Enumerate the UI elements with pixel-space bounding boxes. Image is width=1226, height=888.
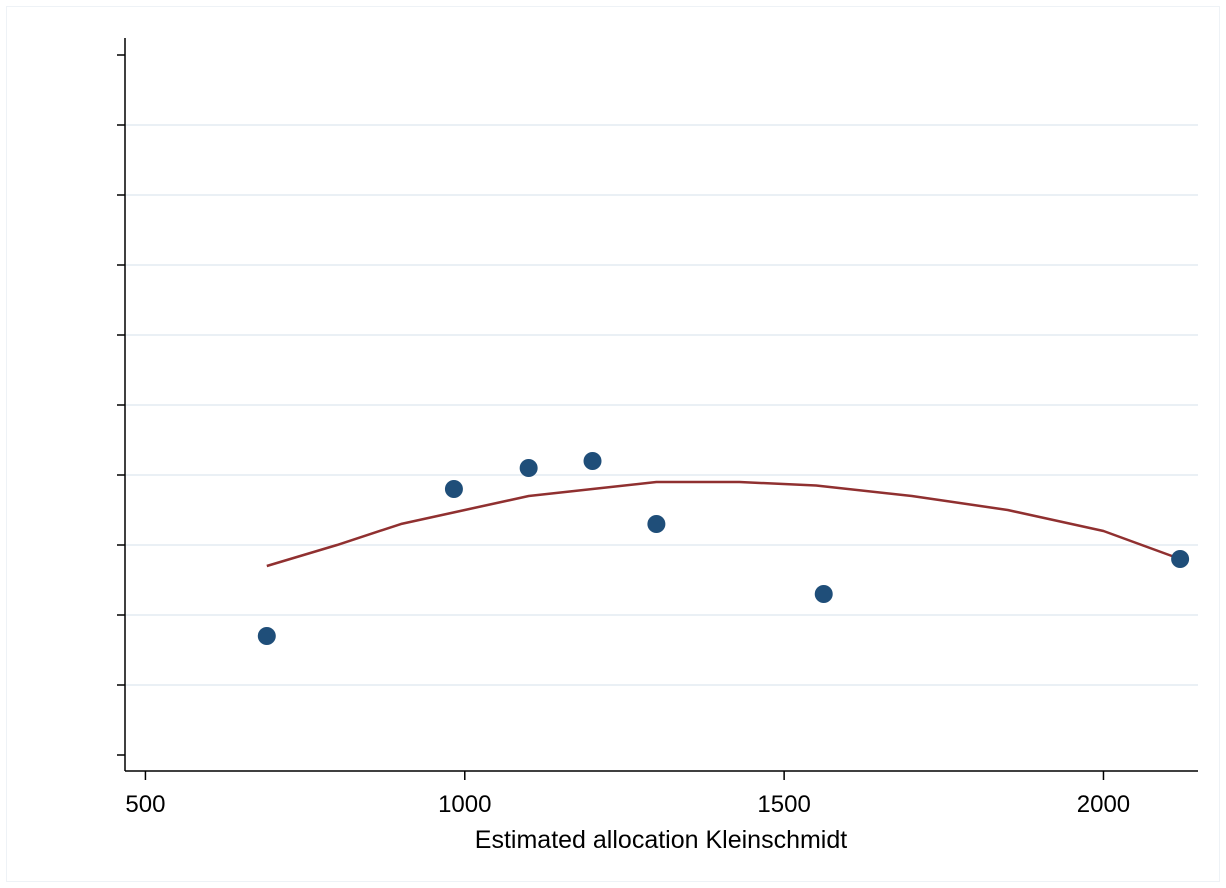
data-point xyxy=(647,515,666,533)
x-tick-label: 500 xyxy=(125,791,165,818)
chart-marks xyxy=(257,452,1190,645)
data-point xyxy=(519,459,538,477)
axes: 500 1000 1500 2000 xyxy=(117,38,1198,818)
data-point xyxy=(583,452,602,470)
x-axis-title: Estimated allocation Kleinschmidt xyxy=(475,826,847,854)
data-point xyxy=(814,585,833,603)
data-point xyxy=(257,627,276,645)
fit-line xyxy=(266,480,1181,568)
x-tick-label: 1000 xyxy=(438,791,491,818)
chart-frame xyxy=(6,6,1220,882)
x-tick-label: 2000 xyxy=(1077,791,1130,818)
gridlines xyxy=(125,124,1198,686)
data-point xyxy=(1171,550,1190,568)
x-tick-label: 1500 xyxy=(757,791,810,818)
data-point xyxy=(444,480,463,498)
